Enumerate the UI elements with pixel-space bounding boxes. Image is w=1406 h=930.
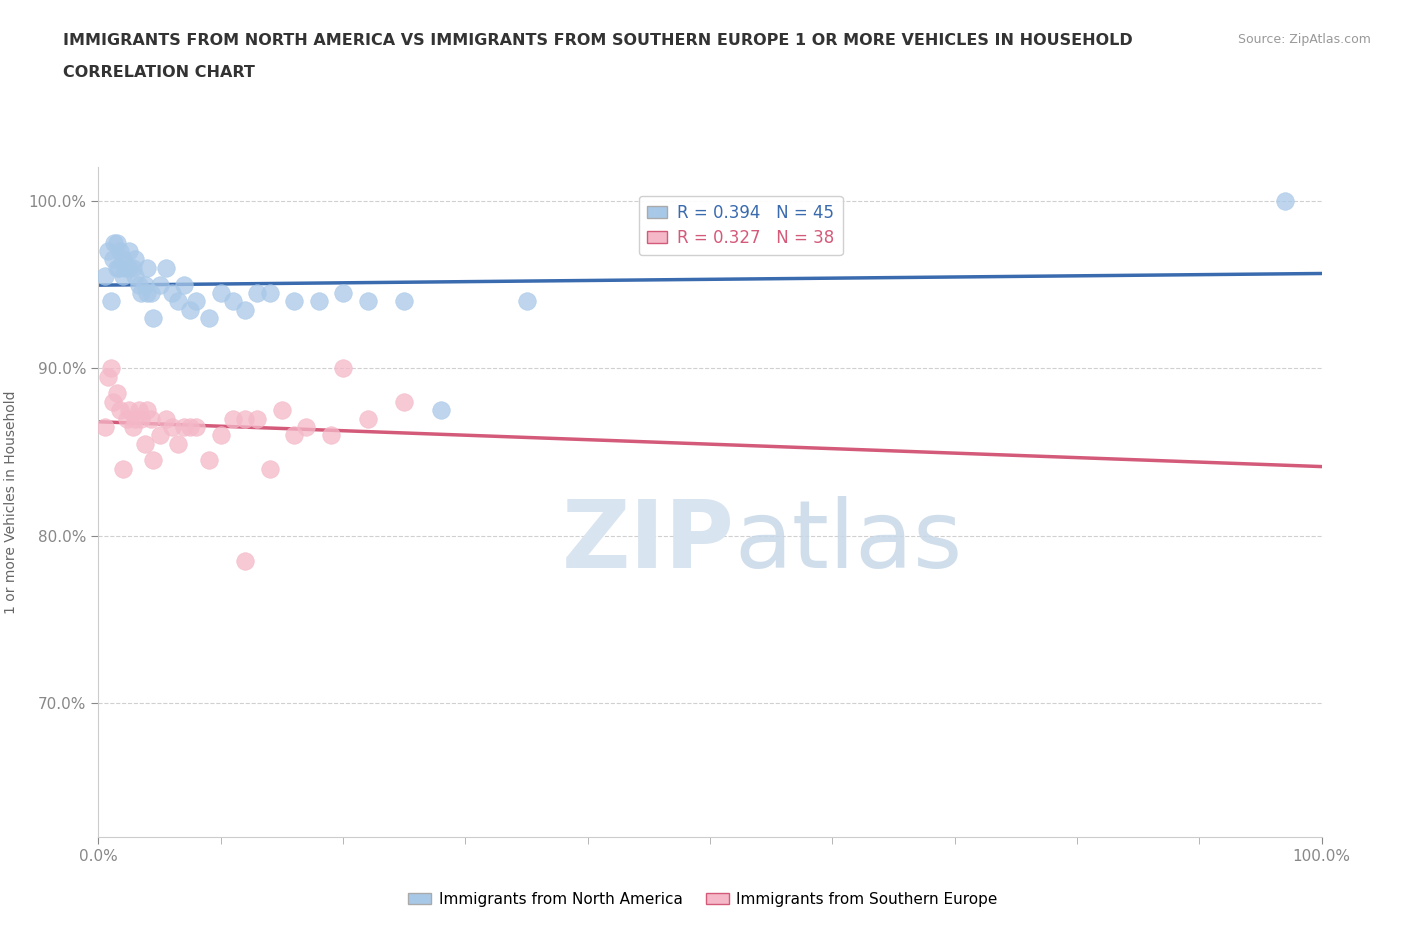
Point <box>118 403 141 418</box>
Point <box>1274 193 1296 208</box>
Point <box>136 286 159 300</box>
Point <box>97 244 120 259</box>
Point <box>115 411 138 426</box>
Y-axis label: 1 or more Vehicles in Household: 1 or more Vehicles in Household <box>3 391 17 614</box>
Point <box>173 419 195 434</box>
Point <box>121 260 143 275</box>
Point <box>129 286 152 300</box>
Point <box>160 419 183 434</box>
Point <box>139 411 162 426</box>
Point <box>233 411 256 426</box>
Point <box>103 235 125 250</box>
Point <box>515 294 537 309</box>
Point <box>283 294 305 309</box>
Point <box>308 294 330 309</box>
Point <box>430 403 453 418</box>
Point <box>222 294 245 309</box>
Point <box>173 277 195 292</box>
Point <box>197 311 219 325</box>
Point <box>142 453 165 468</box>
Point <box>149 428 172 443</box>
Point <box>101 394 124 409</box>
Point <box>332 361 354 376</box>
Point <box>118 260 141 275</box>
Point <box>179 302 201 317</box>
Point <box>134 277 156 292</box>
Text: CORRELATION CHART: CORRELATION CHART <box>63 65 254 80</box>
Point <box>233 302 256 317</box>
Point <box>332 286 354 300</box>
Point <box>160 286 183 300</box>
Point <box>167 294 190 309</box>
Legend: Immigrants from North America, Immigrants from Southern Europe: Immigrants from North America, Immigrant… <box>402 886 1004 913</box>
Text: IMMIGRANTS FROM NORTH AMERICA VS IMMIGRANTS FROM SOUTHERN EUROPE 1 OR MORE VEHIC: IMMIGRANTS FROM NORTH AMERICA VS IMMIGRA… <box>63 33 1133 47</box>
Point <box>118 244 141 259</box>
Point <box>101 252 124 267</box>
Point <box>105 235 128 250</box>
Point <box>97 369 120 384</box>
Text: atlas: atlas <box>734 497 963 589</box>
Point <box>259 461 281 476</box>
Point <box>108 260 131 275</box>
Point <box>129 411 152 426</box>
Point <box>186 419 208 434</box>
Text: Source: ZipAtlas.com: Source: ZipAtlas.com <box>1237 33 1371 46</box>
Point <box>93 269 115 284</box>
Point <box>105 386 128 401</box>
Point <box>246 286 269 300</box>
Point <box>392 294 416 309</box>
Point <box>209 428 232 443</box>
Point <box>110 403 132 418</box>
Point <box>111 269 134 284</box>
Point <box>197 453 219 468</box>
Point <box>222 411 245 426</box>
Point <box>319 428 342 443</box>
Point <box>114 260 136 275</box>
Point <box>121 419 143 434</box>
Point <box>392 394 416 409</box>
Point <box>134 436 156 451</box>
Point <box>142 311 165 325</box>
Point <box>100 294 122 309</box>
Point <box>259 286 281 300</box>
Point <box>136 403 159 418</box>
Point <box>124 411 146 426</box>
Point <box>124 269 146 284</box>
Point <box>283 428 305 443</box>
Point <box>356 411 378 426</box>
Point <box>105 260 128 275</box>
Point <box>128 277 150 292</box>
Point <box>111 461 134 476</box>
Point <box>356 294 378 309</box>
Point <box>136 260 159 275</box>
Point <box>128 403 150 418</box>
Point <box>233 553 256 568</box>
Point <box>93 419 115 434</box>
Point <box>186 294 208 309</box>
Point <box>155 260 177 275</box>
Point <box>179 419 201 434</box>
Point <box>139 286 162 300</box>
Point <box>100 361 122 376</box>
Point <box>111 252 134 267</box>
Point <box>155 411 177 426</box>
Legend: R = 0.394   N = 45, R = 0.327   N = 38: R = 0.394 N = 45, R = 0.327 N = 38 <box>638 196 842 255</box>
Point <box>270 403 294 418</box>
Point <box>295 419 318 434</box>
Point <box>149 277 172 292</box>
Text: ZIP: ZIP <box>561 497 734 589</box>
Point <box>246 411 269 426</box>
Point <box>110 244 132 259</box>
Point <box>167 436 190 451</box>
Point <box>209 286 232 300</box>
Point <box>124 252 146 267</box>
